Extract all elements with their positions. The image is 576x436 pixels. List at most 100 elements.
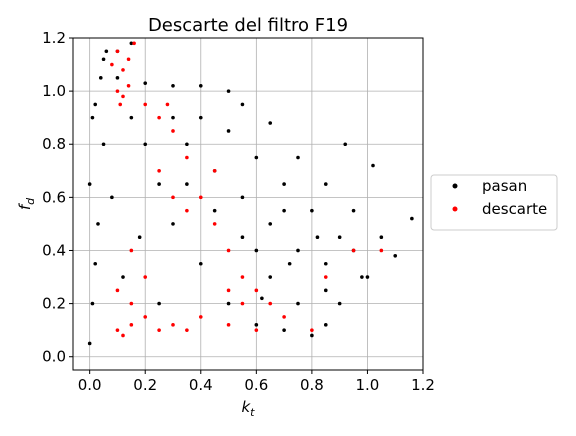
x-tick-label: 1.2 xyxy=(411,376,435,394)
chart-title: Descarte del filtro F19 xyxy=(148,15,348,36)
point xyxy=(254,323,259,327)
point xyxy=(240,235,245,239)
point xyxy=(101,57,106,62)
point xyxy=(157,328,161,332)
point xyxy=(343,142,348,147)
point xyxy=(198,115,203,120)
point xyxy=(171,195,175,200)
point xyxy=(157,169,161,173)
point xyxy=(226,248,231,253)
point xyxy=(198,261,203,266)
point xyxy=(115,89,120,93)
point xyxy=(268,121,273,125)
point xyxy=(323,288,328,293)
point xyxy=(240,102,245,107)
point xyxy=(226,288,231,293)
point xyxy=(96,222,100,226)
point xyxy=(240,301,245,306)
point xyxy=(198,315,203,319)
point xyxy=(143,142,148,147)
x-tick-label: 0.8 xyxy=(300,376,324,394)
y-tick-label: 1.2 xyxy=(42,29,66,47)
point xyxy=(254,155,259,160)
point xyxy=(126,57,131,62)
point xyxy=(185,208,189,213)
point xyxy=(226,129,231,133)
legend: pasan descarte xyxy=(430,174,558,231)
point xyxy=(143,102,148,107)
x-tick-label: 0.6 xyxy=(244,376,268,394)
legend-marker xyxy=(452,183,458,189)
point xyxy=(93,102,98,107)
point xyxy=(310,333,314,338)
x-tick-label: 0.4 xyxy=(189,376,213,394)
point xyxy=(240,275,245,279)
point xyxy=(171,84,175,88)
point xyxy=(171,222,175,226)
point xyxy=(282,315,286,319)
point xyxy=(296,301,300,306)
point xyxy=(254,248,259,253)
point xyxy=(118,102,123,107)
point xyxy=(337,235,342,239)
point xyxy=(260,296,264,301)
point xyxy=(212,222,217,226)
point xyxy=(379,248,384,253)
y-tick-label: 0.6 xyxy=(42,188,66,206)
point xyxy=(93,261,98,266)
y-tick-label: 0.4 xyxy=(42,241,66,259)
x-axis-label: kt xyxy=(241,398,255,419)
x-tick-label: 0.0 xyxy=(78,376,102,394)
point xyxy=(129,248,134,253)
point xyxy=(157,182,161,186)
point xyxy=(310,328,314,332)
point xyxy=(393,253,398,258)
point xyxy=(323,275,328,279)
point xyxy=(157,115,161,120)
point xyxy=(365,275,370,279)
point xyxy=(115,328,120,332)
y-tick-label: 1.0 xyxy=(42,82,66,100)
legend-marker xyxy=(452,206,458,212)
point xyxy=(282,208,286,213)
point xyxy=(351,208,356,213)
point xyxy=(296,155,300,160)
point xyxy=(115,49,120,54)
y-axis-label: fd xyxy=(16,197,37,210)
point xyxy=(137,235,142,239)
points xyxy=(87,41,414,346)
point xyxy=(132,41,136,46)
point xyxy=(165,102,170,107)
point xyxy=(282,328,286,332)
point xyxy=(115,288,120,293)
point xyxy=(185,142,189,147)
point xyxy=(296,248,300,253)
point xyxy=(121,333,125,338)
point xyxy=(87,341,92,346)
point xyxy=(323,261,328,266)
point xyxy=(126,84,131,88)
point xyxy=(226,301,231,306)
point xyxy=(121,275,125,279)
point xyxy=(379,235,384,239)
point xyxy=(212,169,217,173)
point xyxy=(143,81,148,85)
point xyxy=(360,275,364,279)
point xyxy=(143,275,148,279)
y-tick-label: 0.0 xyxy=(42,348,66,366)
legend-box xyxy=(430,174,558,231)
point xyxy=(371,163,375,168)
point xyxy=(323,323,328,327)
point xyxy=(129,323,134,327)
point xyxy=(90,115,95,120)
point xyxy=(185,328,189,332)
point xyxy=(104,49,109,54)
point xyxy=(240,195,245,200)
point xyxy=(129,115,134,120)
point xyxy=(87,182,92,186)
point xyxy=(287,261,292,266)
point xyxy=(198,84,203,88)
point xyxy=(337,301,342,306)
point xyxy=(268,301,273,306)
